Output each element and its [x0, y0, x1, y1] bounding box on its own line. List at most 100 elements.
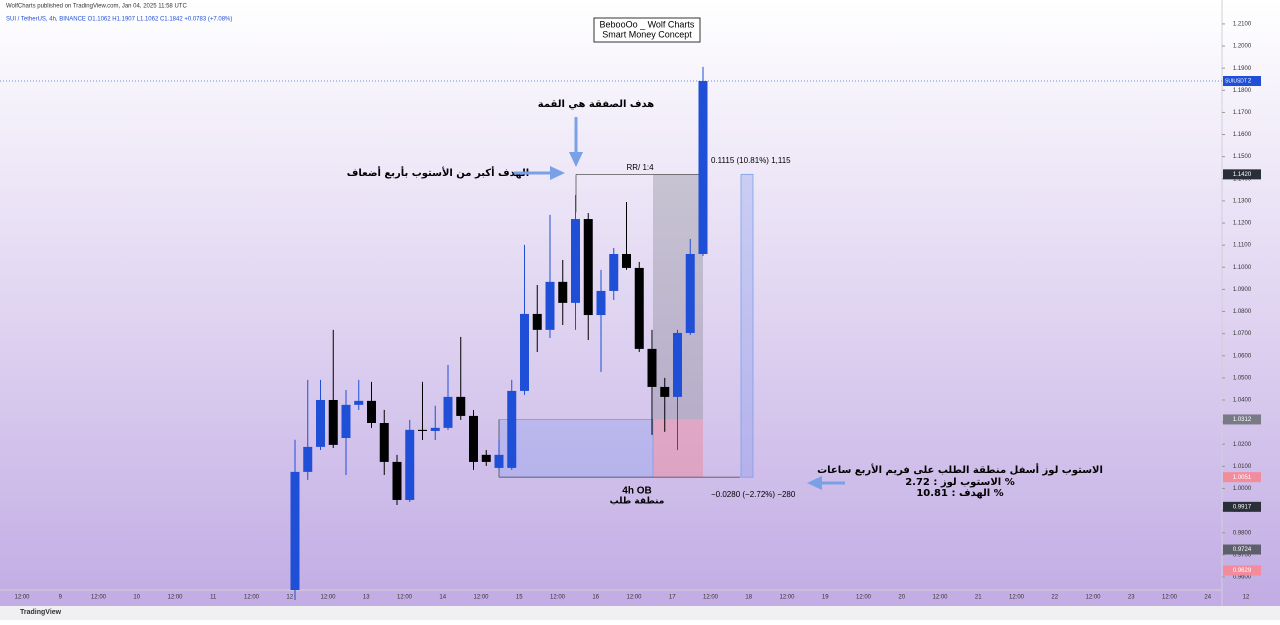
candle-body	[367, 400, 376, 423]
candle-body	[379, 422, 389, 462]
candle-body	[341, 404, 351, 439]
annotation: هدف الصفقة هي القمة	[538, 99, 655, 110]
footer-bar	[0, 606, 1280, 620]
candle-body	[609, 253, 619, 291]
y-tick-label: 1.0400	[1233, 398, 1252, 404]
x-tick-label: 12:00	[14, 595, 30, 601]
symbol-line: SUI / TetherUS, 4h, BINANCE O1.1062 H1.1…	[6, 17, 232, 23]
title-box	[593, 17, 701, 43]
annotation: الهدف : 10.81 %	[916, 488, 1003, 499]
x-tick-label: 12:00	[1085, 595, 1101, 601]
y-tick-label: 1.0000	[1233, 486, 1252, 492]
annotation: 4h OB	[622, 486, 651, 497]
x-tick-label: 17	[669, 595, 676, 601]
x-tick-label: 23	[1128, 595, 1135, 601]
candle-body	[583, 219, 593, 316]
x-tick-label: 20	[898, 595, 905, 601]
candle-body	[673, 332, 682, 397]
candle-body	[443, 396, 453, 428]
x-tick-label: 13	[363, 595, 370, 601]
x-tick-label: 12:00	[320, 595, 336, 601]
y-tick-label: 1.1800	[1233, 88, 1252, 94]
arrow-head	[550, 166, 565, 180]
price-tag	[1223, 501, 1261, 512]
y-tick-label: 1.1200	[1233, 221, 1252, 227]
x-tick-label: 12:00	[473, 595, 489, 601]
x-tick-label: 12	[1243, 595, 1250, 601]
candle-body	[405, 429, 415, 500]
candle-body	[481, 454, 491, 462]
x-tick-label: 12:00	[91, 595, 107, 601]
header: WolfCharts published on TradingView.com,…	[6, 4, 187, 10]
x-tick-label: 12	[286, 595, 293, 601]
candle-body	[571, 219, 580, 303]
annotation: RR/ 1:4	[626, 163, 654, 172]
y-tick-label: 1.0900	[1233, 287, 1252, 293]
x-tick-label: 11	[210, 595, 217, 601]
x-tick-label: 12:00	[856, 595, 872, 601]
y-tick-label: 0.9700	[1233, 552, 1252, 558]
candle-body	[392, 461, 402, 500]
candle-body	[354, 400, 364, 405]
order-block	[498, 419, 654, 478]
title: BebooOo _ Wolf Charts	[600, 19, 695, 29]
price-tag-label: 1.0051	[1233, 475, 1252, 481]
y-tick-label: 1.0200	[1233, 442, 1252, 448]
candle-body	[545, 281, 555, 330]
x-tick-label: 12:00	[550, 595, 566, 601]
candle-body	[290, 471, 300, 590]
candle-body	[418, 429, 427, 431]
symbol-tag-label: SUIUSDT	[1225, 78, 1247, 84]
x-tick-label: 22	[1051, 595, 1058, 601]
price-tag-label: 0.9724	[1233, 547, 1252, 553]
candle-body	[430, 427, 440, 431]
y-tick-label: 1.0700	[1233, 331, 1252, 337]
price-tag	[1223, 472, 1261, 483]
x-tick-label: 16	[592, 595, 599, 601]
price-tag	[1223, 414, 1261, 425]
x-tick-label: 19	[822, 595, 829, 601]
candle-body	[622, 253, 631, 268]
x-tick-label: 12:00	[932, 595, 948, 601]
y-tick-label: 0.9600	[1233, 575, 1252, 581]
candle-body	[328, 399, 338, 445]
annotation: −0.0280 (−2.72%) −280	[711, 490, 796, 499]
candle-body	[660, 386, 670, 397]
x-tick-label: 14	[439, 595, 446, 601]
annotation: الاستوب لوز أسفل منطقة الطلب على فريم ال…	[817, 463, 1103, 476]
price-tag	[1223, 169, 1261, 180]
annotation: منطقة طلب	[610, 497, 665, 507]
price-tag-label: 1.1420	[1233, 172, 1252, 178]
candle-body	[596, 290, 606, 316]
x-tick-label: 12:00	[1009, 595, 1025, 601]
y-tick-label: 1.0500	[1233, 375, 1252, 381]
y-tick-label: 1.1500	[1233, 154, 1252, 160]
candle-body	[634, 267, 644, 349]
x-tick-label: 15	[516, 595, 523, 601]
candle-body	[469, 415, 478, 462]
x-tick-label: 10	[133, 595, 140, 601]
y-tick-label: 1.1700	[1233, 110, 1252, 116]
x-tick-label: 12:00	[626, 595, 642, 601]
x-tick-label: 24	[1204, 595, 1211, 601]
x-tick-label: 12:00	[779, 595, 795, 601]
x-tick-label: 18	[745, 595, 752, 601]
candle-body	[532, 313, 542, 330]
symbol-tag	[1224, 76, 1248, 87]
x-tick-label: 12:00	[703, 595, 719, 601]
x-tick-label: 21	[975, 595, 982, 601]
y-tick-label: 1.2000	[1233, 44, 1252, 50]
x-tick-label: 12:00	[397, 595, 413, 601]
x-tick-label: 9	[59, 595, 63, 601]
candle-body	[316, 399, 325, 447]
candle-body	[685, 253, 695, 333]
price-tag	[1223, 544, 1261, 555]
candle-body	[698, 81, 708, 254]
price-tag-label: 0.9917	[1233, 504, 1252, 510]
candle-body	[494, 454, 504, 468]
arrow-head	[807, 476, 822, 490]
y-tick-label: 1.1100	[1233, 243, 1252, 249]
y-tick-label: 1.1000	[1233, 265, 1252, 271]
price-tag-label: 1.0312	[1233, 417, 1252, 423]
